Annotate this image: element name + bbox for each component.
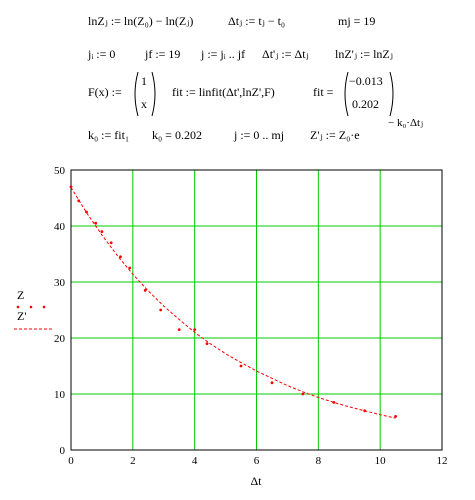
f-vector-bottom: x <box>141 97 147 111</box>
f-vector-top: 1 <box>141 74 147 88</box>
equation-k0-value: k₀ = 0.202 <box>152 128 202 142</box>
equation-mj-value: mj = 19 <box>338 14 376 28</box>
data-point-z <box>77 199 81 203</box>
equation-f-of-x: F(x) := <box>88 85 122 99</box>
data-point-z <box>143 289 147 292</box>
x-tick-label: 0 <box>68 455 74 467</box>
equation-z-prime-exponent: − k₀·Δtⱼ <box>388 117 423 129</box>
equation-j-range-mj: j := 0 .. mj <box>234 128 285 142</box>
legend-label-z-prime: Z' <box>17 309 27 323</box>
data-point-z <box>159 308 163 312</box>
equation-k0-definition: k₀ := fit₁ <box>88 128 130 142</box>
data-point-z <box>205 342 209 345</box>
fit-vector-top: −0.013 <box>349 74 383 88</box>
data-point-z <box>100 230 104 234</box>
x-tick-label: 12 <box>437 455 448 467</box>
data-point-z <box>193 328 197 331</box>
data-point-z <box>394 415 397 418</box>
legend-marker-z <box>16 305 46 309</box>
data-point-z <box>301 392 305 396</box>
x-tick-label: 2 <box>130 455 136 467</box>
fit-vector-brackets <box>344 71 394 117</box>
equation-ji: jᵢ := 0 <box>88 47 116 61</box>
data-point-z <box>119 255 122 259</box>
x-tick-label: 10 <box>375 455 387 467</box>
x-tick-label: 6 <box>254 455 260 467</box>
fit-vector-bottom: 0.202 <box>352 97 379 111</box>
series-line-z-prime <box>70 187 396 419</box>
data-point-z <box>85 210 88 214</box>
plot-frame <box>70 169 443 451</box>
equation-lnz-prime: lnZ'ⱼ := lnZⱼ <box>335 47 393 61</box>
x-tick-label: 4 <box>192 455 198 467</box>
equation-delta-t-prime: Δt'ⱼ := Δtⱼ <box>262 47 309 61</box>
equation-lnz-definition: lnZⱼ := ln(Z₀) − ln(Zⱼ) <box>88 14 194 28</box>
f-vector-brackets <box>134 71 156 117</box>
data-point-z <box>332 401 336 404</box>
y-tick-label: 40 <box>54 221 66 233</box>
legend-line-z-prime <box>14 328 52 330</box>
x-axis-label: Δt <box>250 474 262 488</box>
equation-delta-t-definition: Δtⱼ := tⱼ − t₀ <box>228 14 286 28</box>
data-point-z <box>270 381 274 385</box>
equation-fit-definition: fit := linfit(Δt',lnZ',F) <box>172 85 275 99</box>
equation-j-range: j := jᵢ .. jf <box>201 47 246 61</box>
y-tick-label: 10 <box>54 389 66 401</box>
data-point-z <box>128 266 132 270</box>
data-point-z <box>363 409 367 413</box>
data-point-z <box>109 241 113 245</box>
equation-z-prime: Z'ⱼ := Z₀·e <box>310 128 360 142</box>
data-point-z <box>69 185 73 189</box>
y-tick-label: 0 <box>60 445 66 457</box>
legend-label-z: Z <box>17 288 25 302</box>
data-point-z <box>239 364 243 368</box>
data-point-z <box>177 328 181 331</box>
equation-fit-result: fit = <box>313 85 334 99</box>
equation-jf: jf := 19 <box>145 47 181 61</box>
y-tick-label: 50 <box>54 165 66 177</box>
legend: Z Z' <box>14 288 64 338</box>
x-tick-label: 8 <box>316 455 322 467</box>
data-point-z <box>94 221 98 225</box>
